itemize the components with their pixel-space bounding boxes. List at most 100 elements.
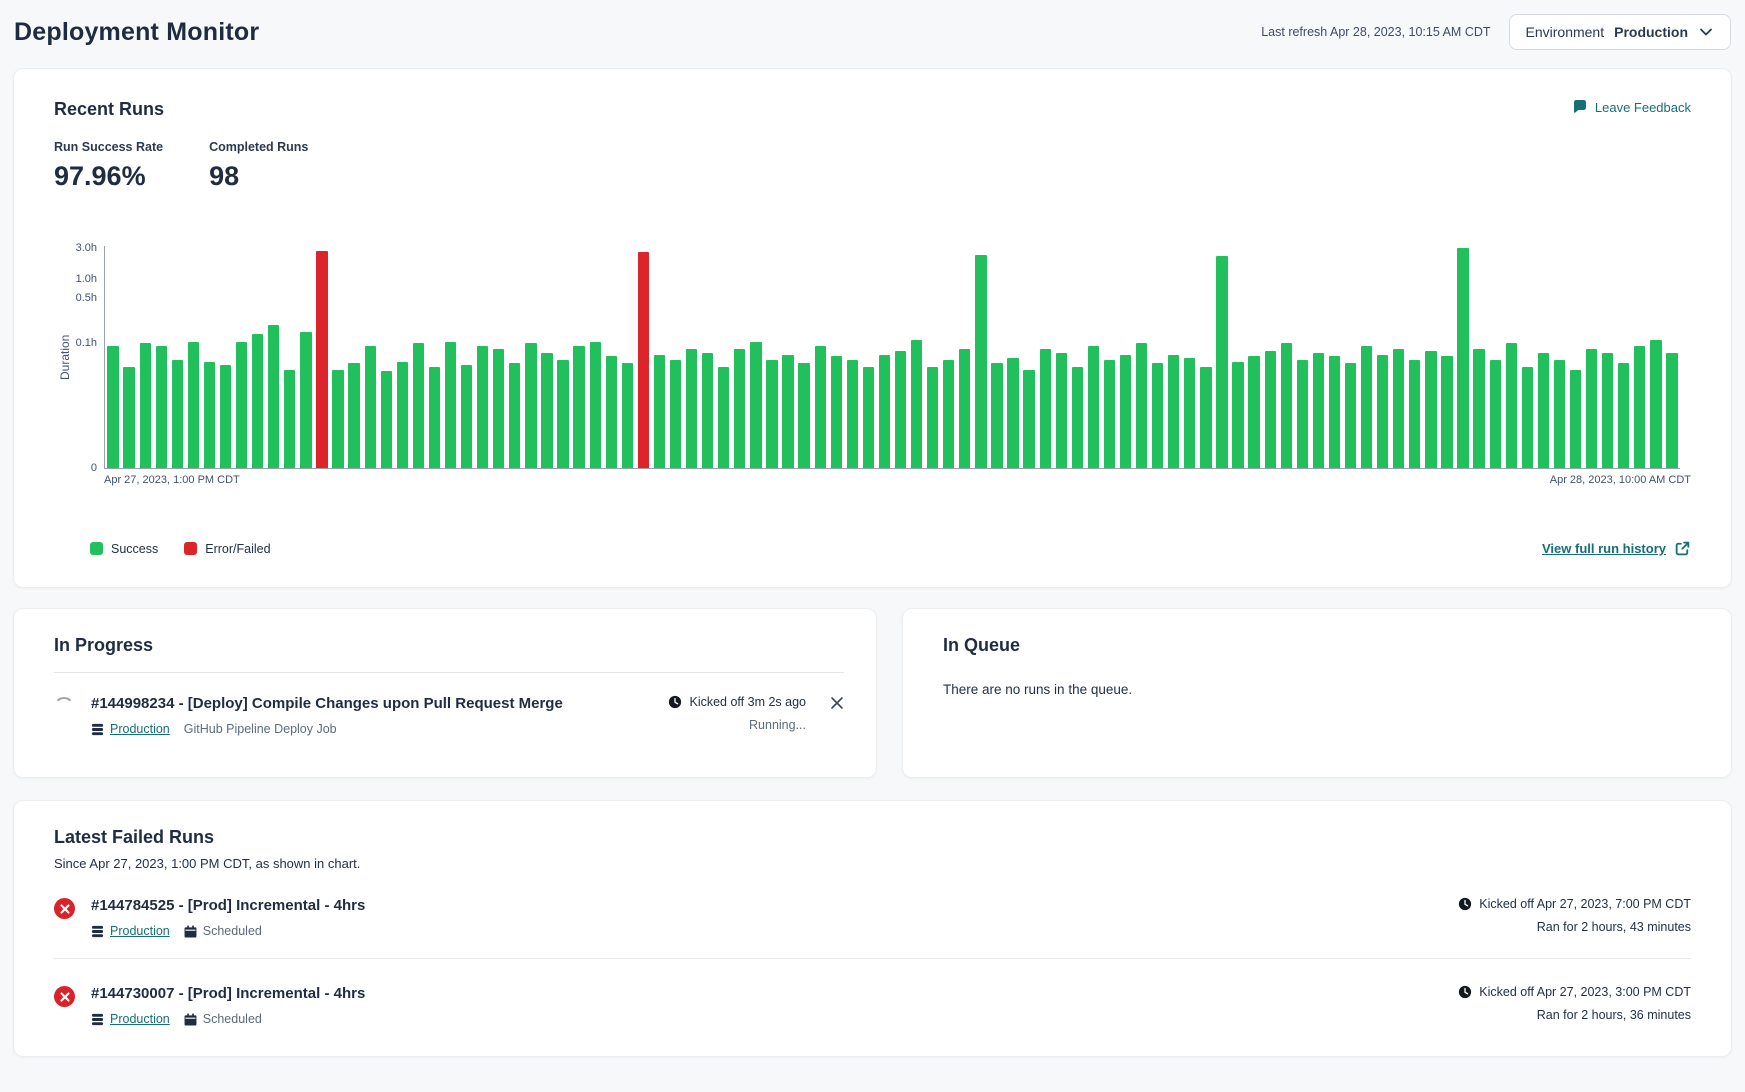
chart-bar[interactable] — [1409, 360, 1420, 468]
chart-bar[interactable] — [429, 367, 440, 468]
chart-bar[interactable] — [895, 351, 906, 468]
chart-bar[interactable] — [670, 360, 681, 468]
chart-bar[interactable] — [991, 363, 1002, 468]
chart-bar[interactable] — [541, 353, 552, 468]
chart-bar[interactable] — [943, 360, 954, 468]
chart-bar[interactable] — [1072, 367, 1083, 468]
chart-bar[interactable] — [348, 363, 359, 468]
chart-bar[interactable] — [1650, 340, 1661, 468]
chart-bar[interactable] — [268, 325, 279, 468]
chart-bar[interactable] — [1313, 353, 1324, 468]
chart-bar[interactable] — [477, 346, 488, 468]
chart-bar[interactable] — [1425, 351, 1436, 468]
chart-bar[interactable] — [188, 342, 199, 468]
chart-bar[interactable] — [1586, 349, 1597, 468]
chart-bar[interactable] — [1136, 343, 1147, 468]
close-icon[interactable] — [830, 695, 844, 715]
chart-bar[interactable] — [798, 363, 809, 468]
view-full-run-history-link[interactable]: View full run history — [1542, 540, 1691, 557]
chart-bar[interactable] — [1007, 358, 1018, 468]
chart-bar[interactable] — [911, 340, 922, 468]
chart-bar[interactable] — [156, 346, 167, 468]
chart-bar[interactable] — [734, 349, 745, 468]
chart-bar[interactable] — [766, 360, 777, 468]
chart-bar[interactable] — [1602, 353, 1613, 468]
chart-bar[interactable] — [1506, 343, 1517, 468]
chart-bar[interactable] — [1361, 346, 1372, 468]
chart-bar[interactable] — [172, 360, 183, 468]
chart-bar[interactable] — [1554, 360, 1565, 468]
chart-bar[interactable] — [815, 346, 826, 468]
chart-bar[interactable] — [525, 343, 536, 468]
chart-bar[interactable] — [1281, 343, 1292, 468]
chart-bar[interactable] — [1023, 370, 1034, 468]
chart-bar[interactable] — [927, 367, 938, 468]
chart-bar[interactable] — [1473, 349, 1484, 468]
chart-bar[interactable] — [1393, 349, 1404, 468]
chart-bar[interactable] — [1297, 360, 1308, 468]
chart-bar[interactable] — [300, 332, 311, 468]
chart-bar[interactable] — [220, 365, 231, 468]
chart-bar[interactable] — [1088, 346, 1099, 468]
chart-bar[interactable] — [1345, 363, 1356, 468]
chart-bar[interactable] — [1168, 355, 1179, 468]
chart-bar[interactable] — [204, 362, 215, 468]
chart-bar[interactable] — [140, 343, 151, 468]
chart-bar[interactable] — [445, 342, 456, 468]
chart-bar[interactable] — [509, 363, 520, 468]
chart-bar[interactable] — [397, 362, 408, 468]
chart-bar[interactable] — [493, 349, 504, 468]
environment-link[interactable]: Production — [91, 722, 170, 736]
chart-bar[interactable] — [573, 346, 584, 468]
chart-bar[interactable] — [557, 360, 568, 468]
chart-bar[interactable] — [1538, 353, 1549, 468]
chart-bar[interactable] — [461, 365, 472, 468]
chart-bar[interactable] — [863, 367, 874, 468]
chart-bar[interactable] — [1570, 370, 1581, 468]
chart-bar[interactable] — [638, 252, 649, 468]
leave-feedback-button[interactable]: Leave Feedback — [1572, 99, 1691, 115]
chart-bar[interactable] — [1216, 256, 1227, 468]
chart-bar[interactable] — [1104, 360, 1115, 468]
chart-bar[interactable] — [847, 360, 858, 468]
chart-bar[interactable] — [316, 251, 327, 468]
chart-bar[interactable] — [975, 255, 986, 468]
chart-bar[interactable] — [1618, 363, 1629, 468]
chart-bar[interactable] — [332, 370, 343, 468]
chart-bar[interactable] — [1120, 355, 1131, 468]
chart-bar[interactable] — [284, 370, 295, 468]
chart-bar[interactable] — [1490, 360, 1501, 468]
environment-dropdown[interactable]: Environment Production — [1509, 14, 1731, 50]
chart-bar[interactable] — [123, 367, 134, 468]
chart-bar[interactable] — [750, 342, 761, 468]
chart-bar[interactable] — [1056, 353, 1067, 468]
chart-bar[interactable] — [686, 349, 697, 468]
chart-bar[interactable] — [413, 343, 424, 468]
chart-bar[interactable] — [1457, 248, 1468, 468]
chart-bar[interactable] — [1522, 367, 1533, 468]
chart-bar[interactable] — [1200, 367, 1211, 468]
environment-link[interactable]: Production — [91, 924, 170, 938]
chart-bar[interactable] — [1265, 351, 1276, 468]
chart-bar[interactable] — [236, 342, 247, 468]
chart-bar[interactable] — [1666, 353, 1677, 468]
chart-bar[interactable] — [365, 346, 376, 468]
chart-bar[interactable] — [1441, 356, 1452, 468]
chart-bar[interactable] — [702, 353, 713, 468]
chart-bar[interactable] — [1232, 362, 1243, 468]
chart-bar[interactable] — [718, 367, 729, 468]
chart-bar[interactable] — [590, 342, 601, 468]
chart-bar[interactable] — [1040, 349, 1051, 468]
chart-bar[interactable] — [959, 349, 970, 468]
chart-bar[interactable] — [606, 356, 617, 468]
chart-bar[interactable] — [831, 356, 842, 468]
chart-bar[interactable] — [1634, 346, 1645, 468]
chart-bar[interactable] — [252, 334, 263, 468]
environment-link[interactable]: Production — [91, 1012, 170, 1026]
chart-bar[interactable] — [381, 371, 392, 468]
chart-bar[interactable] — [1152, 363, 1163, 468]
chart-bar[interactable] — [879, 355, 890, 468]
chart-bar[interactable] — [1184, 358, 1195, 468]
chart-bar[interactable] — [782, 355, 793, 468]
chart-bar[interactable] — [1329, 356, 1340, 468]
